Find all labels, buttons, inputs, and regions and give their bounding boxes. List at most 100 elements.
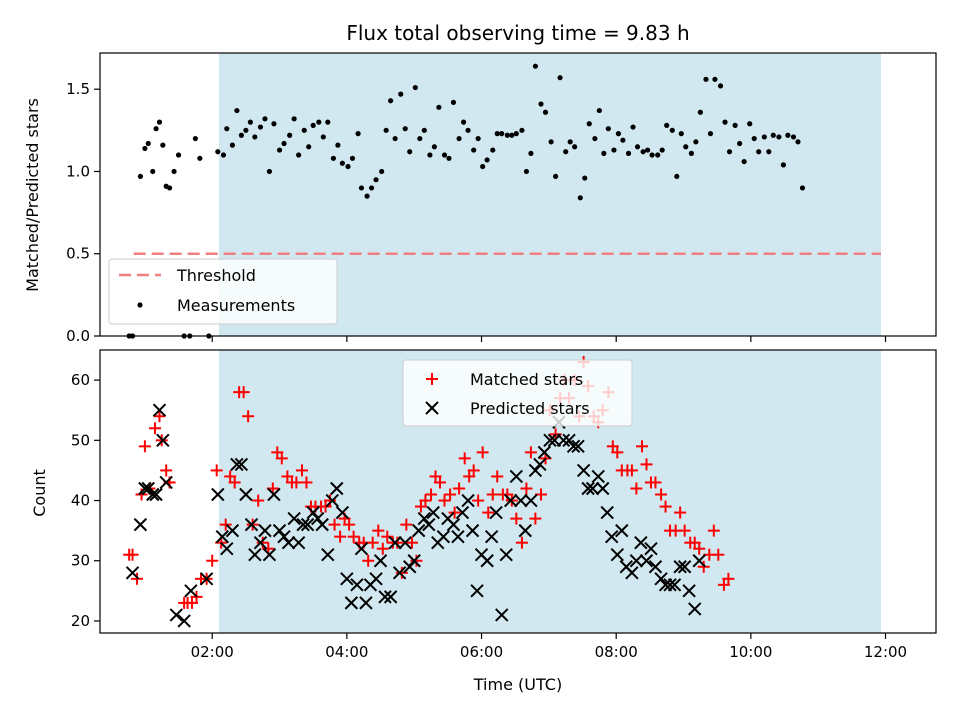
predicted-stars-points xyxy=(125,403,706,628)
matched-point xyxy=(674,506,687,519)
predicted-point xyxy=(533,457,547,472)
predicted-point xyxy=(581,481,595,496)
measurement-point xyxy=(306,144,312,150)
matched-point xyxy=(491,470,504,483)
matched-point xyxy=(655,488,668,501)
predicted-point xyxy=(287,511,301,526)
measurement-point xyxy=(229,142,236,148)
top-y-tick-label: 0.5 xyxy=(66,245,90,263)
matched-point xyxy=(328,518,341,531)
measurement-point xyxy=(392,135,398,142)
predicted-point xyxy=(537,445,552,460)
top-x-ticks xyxy=(211,336,887,342)
predicted-point xyxy=(152,403,167,417)
matched-point xyxy=(463,470,476,483)
measurement-point xyxy=(707,131,714,137)
measurement-point xyxy=(697,109,703,115)
predicted-point xyxy=(244,517,259,532)
predicted-point xyxy=(220,541,234,556)
matched-point xyxy=(606,440,619,453)
matched-point xyxy=(458,452,471,465)
matched-point xyxy=(414,500,427,513)
top-y-ticks: 0.0 0.5 1.0 1.5 xyxy=(66,80,100,345)
measurement-point xyxy=(301,127,307,133)
matched-point xyxy=(324,494,337,507)
matched-point xyxy=(429,470,442,483)
measurement-point xyxy=(737,140,743,147)
measurement-point xyxy=(421,127,427,133)
top-y-tick-label: 1.0 xyxy=(66,162,90,180)
measurement-point xyxy=(296,152,302,158)
measurement-point xyxy=(175,152,182,158)
measurement-point xyxy=(726,149,733,155)
predicted-point xyxy=(291,535,306,550)
matched-point xyxy=(362,554,375,567)
measurement-point xyxy=(678,131,684,137)
measurement-point xyxy=(153,126,159,132)
predicted-point xyxy=(398,535,412,550)
measurement-point xyxy=(145,140,151,147)
matched-point xyxy=(515,536,528,549)
predicted-point xyxy=(234,457,249,472)
measurement-point xyxy=(528,150,534,156)
measurement-point xyxy=(557,75,563,81)
predicted-point xyxy=(524,493,538,508)
matched-point xyxy=(347,530,360,543)
measurement-point xyxy=(412,84,418,91)
matched-point xyxy=(206,554,219,567)
measurement-point xyxy=(427,152,433,158)
measurement-point xyxy=(252,134,258,140)
predicted-point xyxy=(369,572,383,586)
x-tick-label: 06:00 xyxy=(460,643,503,661)
measurement-point xyxy=(741,158,747,165)
legend-measurements-label: Measurements xyxy=(177,296,295,315)
matched-point xyxy=(453,482,466,495)
matched-point xyxy=(138,440,151,453)
matched-point xyxy=(391,536,404,549)
matched-point xyxy=(237,386,250,399)
matched-point xyxy=(186,596,199,609)
predicted-point xyxy=(688,602,702,616)
matched-point xyxy=(510,512,523,525)
predicted-point xyxy=(518,523,533,538)
x-tick-label: 08:00 xyxy=(595,643,638,661)
matched-point xyxy=(693,542,706,555)
measurement-point xyxy=(722,119,728,125)
measurement-point xyxy=(373,177,379,183)
predicted-point xyxy=(184,584,198,598)
bottom-y-tick-label: 40 xyxy=(71,492,90,510)
measurement-point xyxy=(655,152,661,158)
predicted-point xyxy=(392,566,407,580)
measurement-point xyxy=(171,168,177,175)
x-axis-label: Time (UTC) xyxy=(473,675,562,694)
x-tick-label: 12:00 xyxy=(864,643,907,661)
measurement-point xyxy=(625,150,632,156)
bottom-legend-box xyxy=(402,359,633,427)
predicted-point xyxy=(596,481,610,496)
predicted-point xyxy=(499,548,513,562)
matched-point xyxy=(410,554,423,567)
matched-point xyxy=(300,476,313,489)
predicted-point xyxy=(388,535,402,550)
matched-point xyxy=(290,476,303,489)
top-y-tick-label: 0.0 xyxy=(66,327,90,345)
legend-predicted-swatch xyxy=(425,401,439,415)
measurement-point xyxy=(266,168,273,175)
measurement-point xyxy=(523,168,530,175)
matched-point xyxy=(524,446,537,459)
measurement-point xyxy=(683,144,689,150)
measurement-point xyxy=(150,168,156,175)
predicted-point xyxy=(677,560,692,574)
predicted-point xyxy=(629,554,644,568)
matched-point xyxy=(482,506,495,519)
matched-point xyxy=(224,470,237,483)
predicted-point xyxy=(156,433,170,448)
matched-point xyxy=(228,476,241,489)
measurement-point xyxy=(238,132,244,138)
matched-point xyxy=(688,536,701,549)
measurement-point xyxy=(480,163,486,170)
predicted-point xyxy=(451,529,465,544)
matched-point xyxy=(419,494,432,507)
top-legend-box xyxy=(108,258,338,325)
measurement-point xyxy=(271,121,277,127)
